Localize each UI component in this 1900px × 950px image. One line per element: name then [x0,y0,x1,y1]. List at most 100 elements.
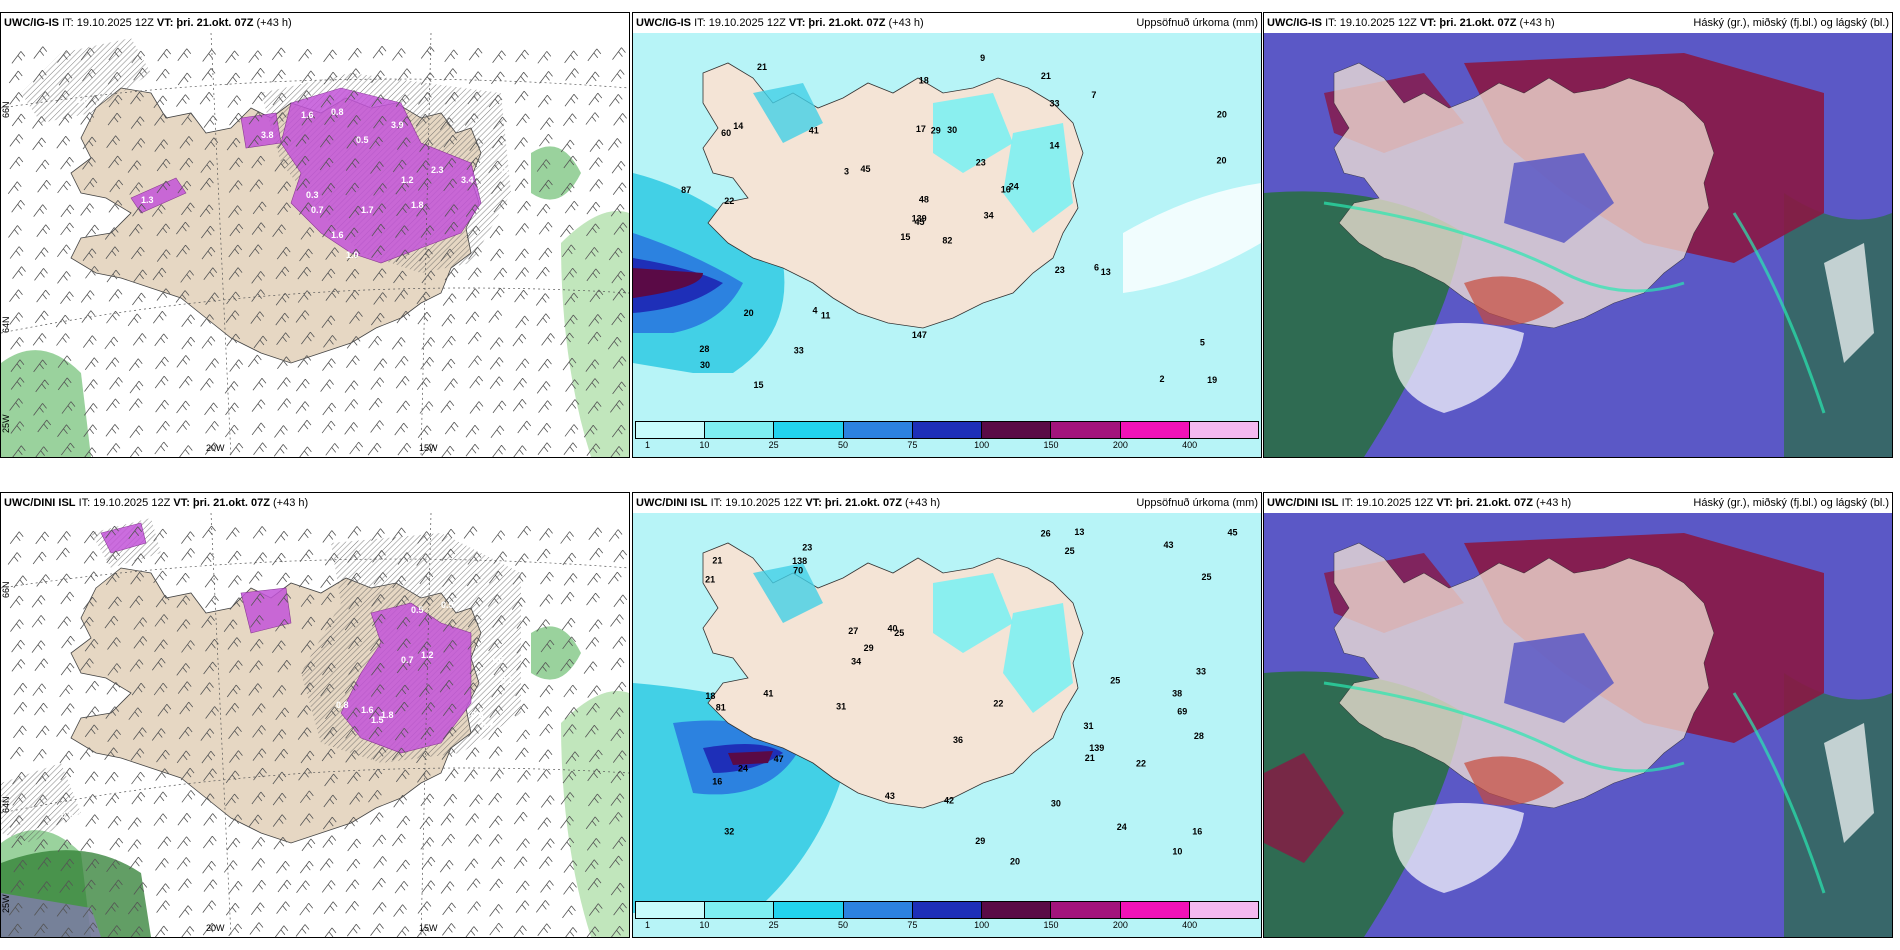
wind-barb [253,335,268,349]
wind-barb [516,640,531,654]
wind-barb [298,575,313,588]
wind-barb [57,531,71,544]
wind-barb [295,310,310,323]
wind-barb [515,747,529,761]
wind-barb [251,791,266,805]
wind-barb [298,768,312,781]
wind-barb [128,901,142,915]
wind-barb [251,422,266,436]
precip-value: 23 [976,157,986,167]
wind-barb [181,202,195,216]
wind-barb [157,836,172,849]
mid-cloud [1264,753,1344,863]
precip-value: 28 [1194,731,1204,741]
wind-barb [468,355,482,368]
wind-barb [9,595,24,609]
wind-barb [586,838,601,851]
precip-value: 34 [984,211,994,221]
wind-barb [419,571,434,585]
wind-barb [34,903,48,916]
wind-barb [200,314,214,327]
wind-barb [84,639,99,652]
precip-value: 32 [724,826,734,836]
wind-barb [464,858,479,871]
wind-barb [11,835,26,849]
model-label: UWC/IG-IS [1267,17,1322,29]
precip-value: 25 [894,628,904,638]
wind-barb [12,793,27,806]
wind-barb [490,248,504,262]
wind-value: 0.6 [471,710,484,720]
wind-barb [180,767,195,781]
precip-value: 22 [724,196,734,206]
wind-barb [178,905,193,918]
wind-barb [560,139,575,153]
lead-time: (+43 h) [273,497,309,509]
wind-barb [415,114,430,127]
wind-barb [153,570,167,584]
wind-barb [469,794,483,807]
wind-barb [563,860,578,873]
wind-barb [273,444,288,457]
wind-barb [373,572,388,585]
precip-value: 38 [1172,688,1182,698]
wind-barb [205,595,219,608]
precip-value: 81 [716,703,726,713]
wind-barb [540,117,554,131]
wind-barb [345,182,360,196]
wind-barb [373,183,387,196]
wind-value: 0.7 [311,205,324,215]
wind-barb [322,816,337,830]
wind-barb [417,178,432,191]
precip-value: 24 [1009,182,1019,192]
wind-barb [513,856,528,869]
precip-patch [531,626,581,680]
wind-value: 0.8 [331,107,344,117]
wind-barb [229,112,243,126]
wind-barb [253,767,267,781]
wind-barb [128,526,143,539]
wind-barb [373,856,387,869]
wind-barb [82,879,96,893]
wind-barb [105,902,119,915]
wind-value: 0.9 [441,600,454,610]
wind-barb [372,902,387,915]
precip-value: 21 [1041,71,1051,81]
wind-barb [560,792,575,805]
wind-barb [489,904,503,917]
wind-barb [84,379,98,392]
wind-barb [322,835,337,848]
wind-barb [176,750,191,764]
wind-barb [108,47,123,61]
wind-barb [251,703,266,716]
wind-barb [104,771,119,785]
wind-barb [391,337,406,350]
wind-barb [201,750,216,764]
wind-barb [276,246,291,260]
wind-barb [421,270,436,284]
wind-barb [108,200,123,213]
wind-barb [35,725,50,739]
wind-barb [319,157,334,171]
wind-barb [492,400,507,414]
precip-value: 139 [1089,743,1104,753]
precip-value: 21 [712,555,722,565]
valid-time: VT: þri. 21.okt. 07Z [1419,17,1517,29]
wind-barb [35,771,50,785]
wind-barb [320,575,334,588]
wind-barb [157,48,172,62]
wind-barb [177,180,192,194]
wind-barb [251,858,266,871]
wind-barb [57,271,71,284]
wind-barb [177,681,192,694]
wind-barb [128,707,143,720]
wind-barb [127,817,142,830]
wind-barb [176,619,191,632]
wind-barb [250,593,265,606]
wind-barb [226,527,240,540]
wind-barb [131,682,146,696]
wind-barb [252,526,267,539]
wind-barb [276,332,290,346]
wind-barb [488,594,502,607]
wind-barb [299,549,314,562]
